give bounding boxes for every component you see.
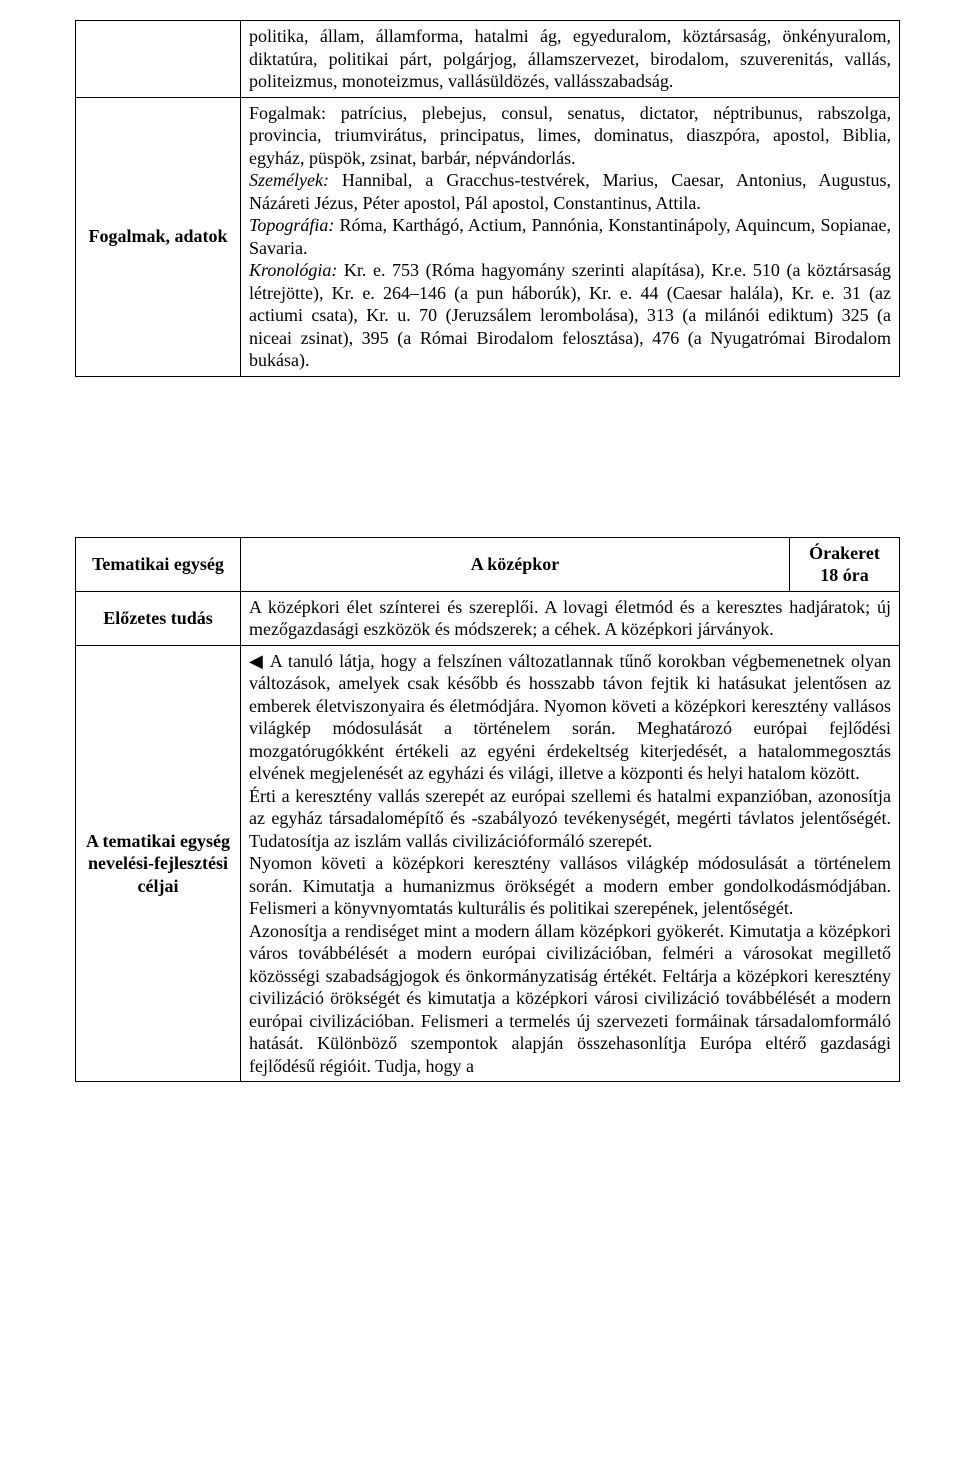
table-fogalmak: politika, állam, államforma, hatalmi ág,…	[75, 20, 900, 377]
kozepkor-title: A középkor	[241, 537, 790, 591]
kronologia-label: Kronológia:	[249, 260, 337, 280]
celjai-content: ◀ A tanuló látja, hogy a felszínen válto…	[241, 645, 900, 1082]
szemelyek-paragraph: Személyek: Hannibal, a Gracchus-testvére…	[249, 169, 891, 214]
kronologia-paragraph: Kronológia: Kr. e. 753 (Róma hagyomány s…	[249, 259, 891, 372]
politika-text: politika, állam, államforma, hatalmi ág,…	[249, 26, 891, 91]
table-row: politika, állam, államforma, hatalmi ág,…	[76, 21, 900, 98]
section-gap	[75, 397, 900, 537]
table-header-row: Tematikai egység A középkor Órakeret 18 …	[76, 537, 900, 591]
table-row: Fogalmak, adatok Fogalmak: patrícius, pl…	[76, 97, 900, 376]
celjai-p1: ◀ A tanuló látja, hogy a felszínen válto…	[249, 650, 891, 785]
content-cell: politika, állam, államforma, hatalmi ág,…	[241, 21, 900, 98]
celjai-p3: Nyomon követi a középkori keresztény val…	[249, 852, 891, 920]
empty-label-cell	[76, 21, 241, 98]
szemelyek-text: Hannibal, a Gracchus-testvérek, Marius, …	[249, 170, 891, 213]
topografia-text: Róma, Karthágó, Actium, Pannónia, Konsta…	[249, 215, 891, 258]
elozetes-tudas-content: A középkori élet színterei és szereplői.…	[241, 591, 900, 645]
fogalmak-paragraph: Fogalmak: patrícius, plebejus, consul, s…	[249, 102, 891, 170]
fogalmak-label: Fogalmak, adatok	[76, 97, 241, 376]
szemelyek-label: Személyek:	[249, 170, 329, 190]
kronologia-text: Kr. e. 753 (Róma hagyomány szerinti alap…	[249, 260, 891, 370]
orakeret-label: Órakeret	[798, 542, 891, 565]
topografia-label: Topográfia:	[249, 215, 334, 235]
table-kozepkor: Tematikai egység A középkor Órakeret 18 …	[75, 537, 900, 1083]
orakeret-cell: Órakeret 18 óra	[790, 537, 900, 591]
celjai-p2: Érti a keresztény vallás szerepét az eur…	[249, 785, 891, 853]
orakeret-value: 18 óra	[798, 564, 891, 587]
tematikai-egyseg-header: Tematikai egység	[76, 537, 241, 591]
topografia-paragraph: Topográfia: Róma, Karthágó, Actium, Pann…	[249, 214, 891, 259]
celjai-label: A tematikai egység nevelési-fejlesztési …	[76, 645, 241, 1082]
celjai-p4: Azonosítja a rendiséget mint a modern ál…	[249, 920, 891, 1078]
content-cell: Fogalmak: patrícius, plebejus, consul, s…	[241, 97, 900, 376]
table-row: Előzetes tudás A középkori élet színtere…	[76, 591, 900, 645]
elozetes-tudas-label: Előzetes tudás	[76, 591, 241, 645]
table-row: A tematikai egység nevelési-fejlesztési …	[76, 645, 900, 1082]
